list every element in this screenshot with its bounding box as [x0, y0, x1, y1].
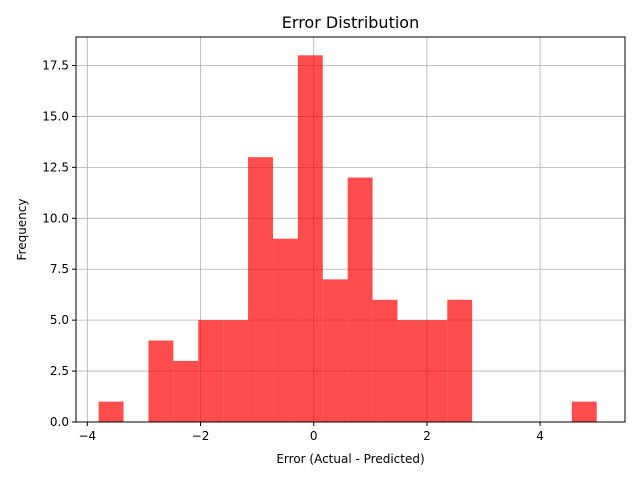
x-tick-label: 2: [423, 429, 431, 443]
x-tick-label: −4: [78, 429, 96, 443]
histogram-bar: [272, 238, 298, 422]
x-axis-label: Error (Actual - Predicted): [276, 452, 424, 466]
y-tick-label: 2.5: [50, 364, 69, 378]
y-tick-label: 15.0: [42, 109, 69, 123]
histogram-bar: [198, 320, 224, 422]
y-tick-label: 7.5: [50, 262, 69, 276]
x-tick-label: 0: [310, 429, 318, 443]
y-tick-label: 0.0: [50, 415, 69, 429]
histogram-bar: [422, 320, 448, 422]
histogram-bar: [173, 360, 199, 422]
y-axis-label: Frequency: [15, 199, 29, 261]
histogram-bar: [397, 320, 423, 422]
x-tick-label: −2: [192, 429, 210, 443]
histogram-bar: [372, 299, 398, 422]
histogram-bar: [248, 157, 273, 422]
histogram-bar: [347, 177, 373, 422]
y-tick-label: 17.5: [42, 59, 69, 73]
histogram-bar: [297, 55, 323, 422]
histogram-bar: [447, 299, 473, 422]
plot-area-frame: [75, 36, 626, 423]
histogram-bar: [148, 340, 174, 422]
chart-title: Error Distribution: [282, 13, 419, 32]
histogram-bar: [98, 401, 124, 422]
y-tick-label: 12.5: [42, 160, 69, 174]
bars-layer: [98, 55, 597, 422]
y-tick-label: 5.0: [50, 313, 69, 327]
y-tick-label: 10.0: [42, 211, 69, 225]
histogram-bar: [322, 279, 348, 422]
ticks-layer: −4 −2 0 2 4 0.0 2.5 5.0 7.5 10.0 12.5 15.0 17.5: [42, 59, 544, 443]
x-tick-label: 4: [536, 429, 544, 443]
histogram-bar: [571, 401, 597, 422]
histogram-bar: [223, 320, 249, 422]
